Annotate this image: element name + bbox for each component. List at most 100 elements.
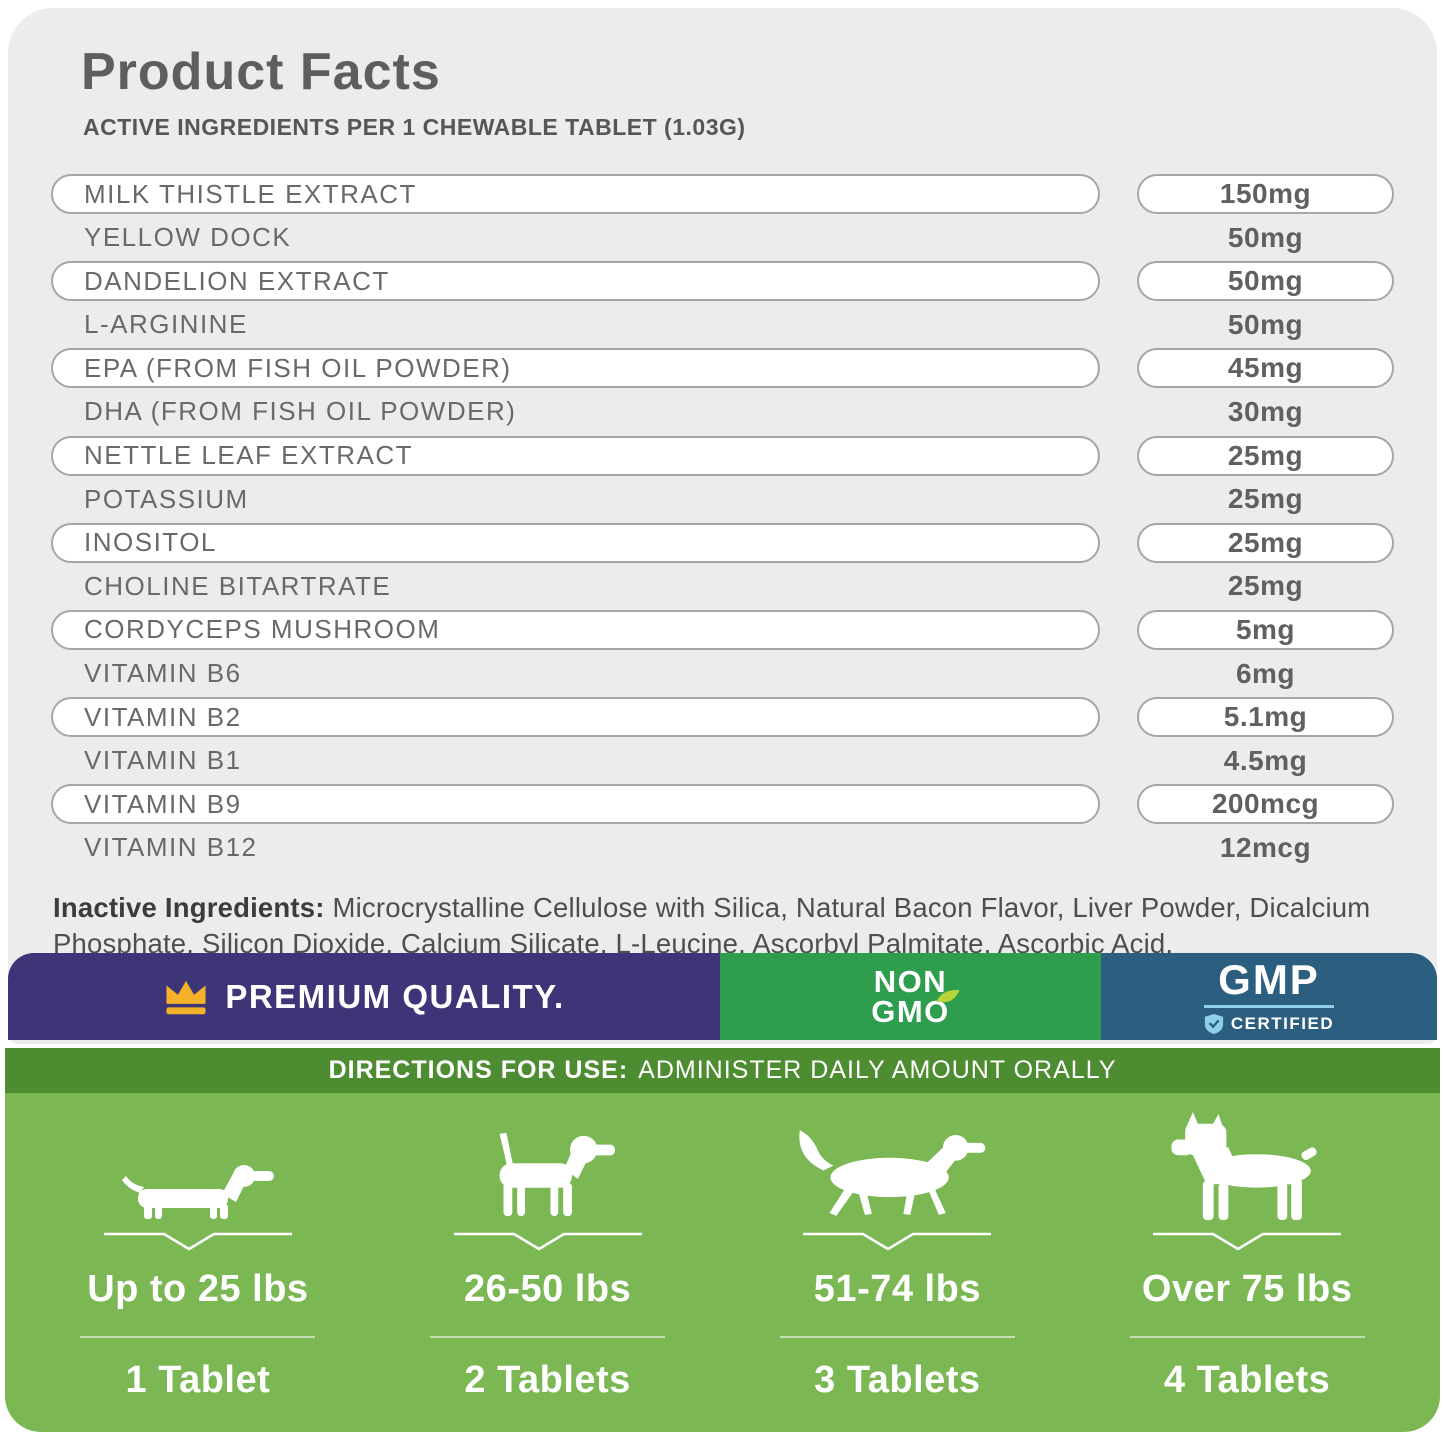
ingredient-row: CHOLINE BITARTRATE 25mg bbox=[51, 566, 1394, 606]
ingredient-name: VITAMIN B1 bbox=[84, 745, 242, 776]
ingredient-name: VITAMIN B2 bbox=[84, 701, 242, 732]
ingredient-name: CORDYCEPS MUSHROOM bbox=[84, 614, 441, 645]
dosage-column-large: 51-74 lbs 3 Tablets bbox=[723, 1093, 1073, 1432]
gmp-title: GMP bbox=[1218, 955, 1320, 1003]
ingredient-amount-cell: 25mg bbox=[1137, 435, 1394, 476]
ingredient-amount-cell: 50mg bbox=[1137, 261, 1394, 302]
ingredient-row: DHA (FROM FISH OIL POWDER) 30mg bbox=[51, 392, 1394, 432]
ingredient-name-cell: VITAMIN B1 bbox=[51, 741, 1100, 781]
notch-divider bbox=[1153, 1232, 1342, 1251]
tablet-count: 4 Tablets bbox=[1163, 1359, 1331, 1401]
ingredient-name: POTASSIUM bbox=[84, 483, 249, 514]
ingredient-name: VITAMIN B9 bbox=[84, 788, 242, 819]
active-ingredients-subtitle: ACTIVE INGREDIENTS PER 1 CHEWABLE TABLET… bbox=[83, 114, 746, 140]
ingredient-row: VITAMIN B2 5.1mg bbox=[51, 697, 1394, 738]
ingredient-row: VITAMIN B9 200mcg bbox=[51, 784, 1394, 825]
product-facts-panel: Product Facts ACTIVE INGREDIENTS PER 1 C… bbox=[8, 8, 1437, 1044]
ingredient-amount: 50mg bbox=[1227, 221, 1304, 253]
tablet-count: 1 Tablet bbox=[125, 1359, 271, 1401]
notch-divider bbox=[453, 1232, 642, 1251]
ingredient-name: CHOLINE BITARTRATE bbox=[84, 570, 392, 601]
ingredient-name: DHA (FROM FISH OIL POWDER) bbox=[84, 396, 517, 427]
ingredient-name: NETTLE LEAF EXTRACT bbox=[84, 440, 413, 471]
non-gmo-badge: NON GMO bbox=[720, 953, 1101, 1040]
ingredient-amount: 45mg bbox=[1227, 352, 1304, 384]
ingredient-row: L-ARGININE 50mg bbox=[51, 305, 1394, 345]
shield-check-icon bbox=[1204, 1013, 1223, 1034]
ingredient-amount-cell: 150mg bbox=[1137, 174, 1394, 214]
non-gmo-line1: NON bbox=[873, 964, 948, 1000]
ingredient-row: VITAMIN B6 6mg bbox=[51, 654, 1394, 694]
ingredient-amount-cell: 50mg bbox=[1137, 305, 1394, 345]
separator-line bbox=[430, 1336, 666, 1338]
inactive-ingredients-text: Microcrystalline Cellulose with Silica, … bbox=[53, 891, 1371, 960]
ingredient-amount-cell: 30mg bbox=[1137, 392, 1394, 432]
ingredient-amount: 50mg bbox=[1227, 265, 1304, 297]
ingredient-row: EPA (FROM FISH OIL POWDER) 45mg bbox=[51, 348, 1394, 389]
gmp-certified-row: CERTIFIED bbox=[1203, 1004, 1335, 1035]
leaf-icon bbox=[936, 989, 960, 1002]
premium-quality-badge: PREMIUM QUALITY. bbox=[8, 953, 720, 1040]
ingredient-amount: 30mg bbox=[1227, 395, 1304, 427]
directions-text: ADMINISTER DAILY AMOUNT ORALLY bbox=[638, 1056, 1117, 1084]
ingredient-amount: 12mcg bbox=[1219, 831, 1312, 863]
non-gmo-line2: GMO bbox=[871, 989, 960, 1027]
ingredients-table: MILK THISTLE EXTRACT 150mg YELLOW DOCK 5… bbox=[51, 174, 1394, 868]
ingredient-name-cell: CHOLINE BITARTRATE bbox=[51, 566, 1100, 606]
ingredient-name-cell: CORDYCEPS MUSHROOM bbox=[51, 609, 1100, 650]
ingredient-row: VITAMIN B1 4.5mg bbox=[51, 741, 1394, 781]
ingredient-row: NETTLE LEAF EXTRACT 25mg bbox=[51, 435, 1394, 476]
notch-divider bbox=[803, 1232, 992, 1251]
ingredient-name: MILK THISTLE EXTRACT bbox=[84, 178, 417, 209]
ingredient-name-cell: POTASSIUM bbox=[51, 479, 1100, 519]
ingredient-name: EPA (FROM FISH OIL POWDER) bbox=[84, 352, 512, 383]
ingredient-name-cell: VITAMIN B2 bbox=[51, 697, 1100, 738]
separator-line bbox=[80, 1336, 316, 1338]
ingredient-name-cell: EPA (FROM FISH OIL POWDER) bbox=[51, 348, 1100, 389]
ingredient-row: DANDELION EXTRACT 50mg bbox=[51, 261, 1394, 302]
ingredient-amount-cell: 25mg bbox=[1137, 522, 1394, 563]
page-title: Product Facts bbox=[81, 43, 441, 101]
separator-line bbox=[779, 1336, 1015, 1338]
ingredient-row: POTASSIUM 25mg bbox=[51, 479, 1394, 519]
ingredient-amount: 25mg bbox=[1227, 439, 1304, 471]
ingredient-amount: 25mg bbox=[1227, 483, 1304, 515]
separator-line bbox=[1129, 1336, 1365, 1338]
tablet-count: 2 Tablets bbox=[464, 1359, 631, 1401]
ingredient-amount-cell: 25mg bbox=[1137, 479, 1394, 519]
weight-range: Over 75 lbs bbox=[1141, 1268, 1353, 1310]
ingredient-amount: 4.5mg bbox=[1223, 744, 1308, 776]
dog-icon-wrap bbox=[786, 1108, 1008, 1220]
beagle-icon bbox=[499, 1132, 615, 1217]
ingredient-name-cell: YELLOW DOCK bbox=[51, 218, 1100, 258]
dog-icon-wrap bbox=[1163, 1108, 1331, 1220]
ingredient-row: INOSITOL 25mg bbox=[51, 522, 1394, 563]
ingredient-amount: 50mg bbox=[1227, 308, 1304, 340]
non-gmo-logo: NON GMO bbox=[871, 964, 960, 1027]
ingredient-amount: 25mg bbox=[1227, 526, 1304, 558]
ingredient-amount-cell: 4.5mg bbox=[1137, 741, 1394, 781]
ingredient-name-cell: MILK THISTLE EXTRACT bbox=[51, 174, 1100, 214]
notch-divider bbox=[103, 1232, 292, 1251]
directions-bar: DIRECTIONS FOR USE: ADMINISTER DAILY AMO… bbox=[5, 1048, 1440, 1093]
dog-icon-wrap bbox=[472, 1108, 624, 1220]
ingredient-amount: 5mg bbox=[1235, 613, 1296, 645]
ingredient-amount-cell: 200mcg bbox=[1137, 784, 1394, 825]
ingredient-amount: 25mg bbox=[1227, 570, 1304, 602]
ingredient-amount-cell: 25mg bbox=[1137, 566, 1394, 606]
weight-range: Up to 25 lbs bbox=[87, 1268, 309, 1310]
ingredient-amount-cell: 45mg bbox=[1137, 348, 1394, 389]
ingredient-row: VITAMIN B12 12mcg bbox=[51, 828, 1394, 868]
ingredient-name-cell: VITAMIN B9 bbox=[51, 784, 1100, 825]
dosage-column-xlarge: Over 75 lbs 4 Tablets bbox=[1072, 1093, 1422, 1432]
ingredient-amount-cell: 50mg bbox=[1137, 218, 1394, 258]
weight-range: 26-50 lbs bbox=[464, 1268, 632, 1310]
boxer-icon bbox=[1171, 1112, 1317, 1220]
ingredient-name: VITAMIN B12 bbox=[84, 832, 258, 863]
inactive-ingredients-label: Inactive Ingredients: bbox=[53, 891, 325, 923]
ingredient-row: YELLOW DOCK 50mg bbox=[51, 218, 1394, 258]
dog-icon-wrap bbox=[117, 1108, 279, 1220]
dosage-column-small: Up to 25 lbs 1 Tablet bbox=[23, 1093, 373, 1432]
ingredient-amount-cell: 6mg bbox=[1137, 654, 1394, 694]
